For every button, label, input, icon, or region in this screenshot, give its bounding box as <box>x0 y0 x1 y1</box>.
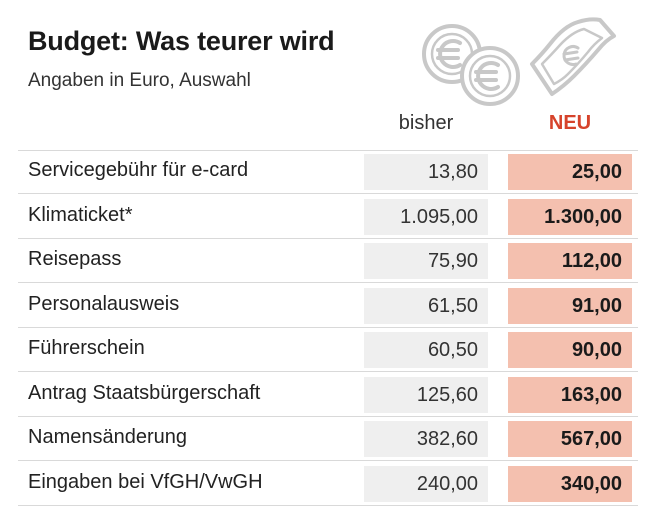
euro-coins-icon <box>422 24 520 106</box>
row-label: Führerschein <box>28 337 145 359</box>
column-header-bisher: bisher <box>398 112 454 134</box>
table-row: Führerschein 60,50 90,00 <box>18 329 638 372</box>
new-price-cell: 567,00 <box>508 421 632 457</box>
row-label: Servicegebühr für e-card <box>28 159 249 181</box>
old-price-cell: 125,60 <box>364 376 488 413</box>
old-price-cell: 60,50 <box>364 332 488 368</box>
table-row: Antrag Staatsbürgerschaft 125,60 163,00 <box>18 374 638 417</box>
old-price-cell: 240,00 <box>364 465 488 502</box>
table-row: Eingaben bei VfGH/VwGH 240,00 340,00 <box>18 463 638 506</box>
price-table: Servicegebühr für e-card 13,80 25,00 Kli… <box>18 150 638 507</box>
row-label: Reisepass <box>28 248 122 270</box>
euro-banknote-icon <box>530 17 616 96</box>
new-price-cell: 90,00 <box>508 332 632 368</box>
chart-title: Budget: Was teurer wird <box>28 26 335 56</box>
row-label: Antrag Staatsbürgerschaft <box>28 381 261 404</box>
old-price-cell: 1.095,00 <box>364 198 488 235</box>
new-price-cell: 112,00 <box>508 243 632 279</box>
column-header-neu: NEU <box>548 112 592 134</box>
old-price-cell: 61,50 <box>364 287 488 324</box>
row-label: Namensänderung <box>28 426 187 448</box>
table-row: Servicegebühr für e-card 13,80 25,00 <box>18 151 638 194</box>
new-price-cell: 25,00 <box>508 154 632 190</box>
table-row: Namensänderung 382,60 567,00 <box>18 418 638 461</box>
new-price-cell: 340,00 <box>508 465 632 502</box>
table-row: Klimaticket* 1.095,00 1.300,00 <box>18 196 638 239</box>
new-price-cell: 163,00 <box>508 376 632 413</box>
old-price-cell: 382,60 <box>364 421 488 457</box>
old-price-cell: 13,80 <box>364 154 488 190</box>
old-price-cell: 75,90 <box>364 243 488 279</box>
table-row: Reisepass 75,90 112,00 <box>18 240 638 283</box>
new-price-cell: 1.300,00 <box>508 198 632 235</box>
row-label: Personalausweis <box>28 292 180 315</box>
row-label: Eingaben bei VfGH/VwGH <box>28 470 263 493</box>
chart-subtitle: Angaben in Euro, Auswahl <box>28 70 251 91</box>
new-price-cell: 91,00 <box>508 287 632 324</box>
row-label: Klimaticket* <box>28 203 133 226</box>
table-row: Personalausweis 61,50 91,00 <box>18 285 638 328</box>
